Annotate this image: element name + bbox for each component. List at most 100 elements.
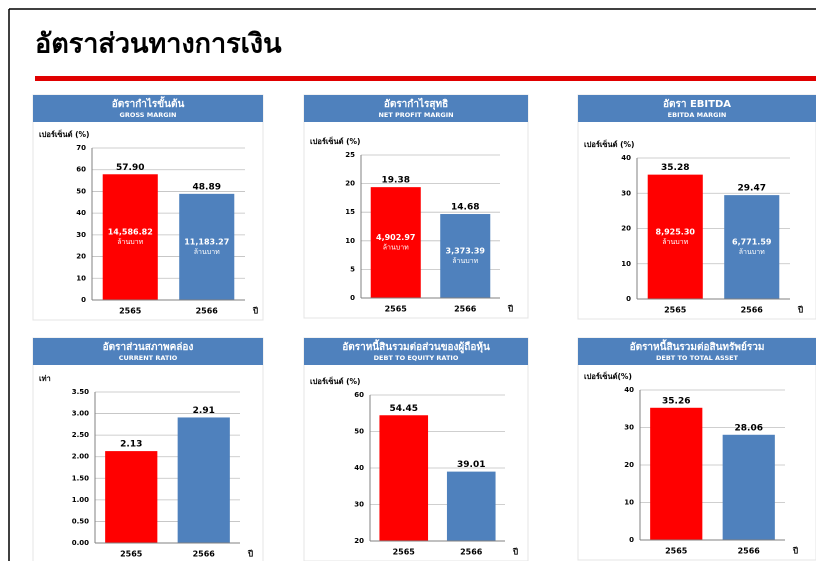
y-tick-label: 30 [76,231,86,239]
y-tick-label: 10 [624,499,634,507]
x-tick-label: 2565 [119,307,142,316]
panel-header [304,95,528,122]
y-axis-label: เปอร์เซ็นต์ (%) [310,136,361,146]
y-tick-label: 70 [76,144,86,152]
y-tick-label: 10 [345,237,355,245]
x-axis-label: ปี [247,549,253,559]
y-tick-label: 2.50 [72,431,89,439]
y-axis-label: เปอร์เซ็นต์ (%) [584,139,635,149]
y-tick-label: 1.50 [72,474,89,482]
value-label: 39.01 [457,460,485,470]
y-tick-label: 40 [76,209,86,217]
y-tick-label: 3.50 [72,388,89,396]
bar [177,417,230,543]
bar [650,407,703,540]
y-tick-label: 30 [624,424,634,432]
y-tick-label: 0 [629,536,634,544]
bar-amount: 3,373.39 [446,247,486,256]
y-tick-label: 3.00 [72,410,89,418]
value-label: 2.13 [120,440,142,450]
value-label: 14.68 [451,203,479,213]
chart-title: อัตรากำไรขั้นต้น [112,96,185,110]
y-tick-label: 40 [354,464,364,472]
page-title: อัตราส่วนทางการเงิน [35,29,282,60]
y-tick-label: 20 [624,461,634,469]
value-label: 57.90 [116,163,144,173]
value-label: 28.06 [735,423,763,433]
panel-header [33,338,263,365]
bar-amount: 14,586.82 [108,228,153,237]
chart-subtitle: DEBT TO EQUITY RATIO [374,354,459,362]
chart-title: อัตราหนี้สินรวมต่อสินทรัพย์รวม [630,339,765,353]
bar-amount: 8,925.30 [656,227,696,236]
value-label: 35.26 [662,396,690,406]
y-tick-label: 40 [624,386,634,394]
bar [102,174,158,300]
x-tick-label: 2566 [741,306,764,315]
y-tick-label: 10 [76,274,86,282]
panel-header [578,95,816,122]
bar-amount: 4,902.97 [376,233,415,242]
y-tick-label: 60 [76,166,86,174]
y-axis-label: เปอร์เซ็นต์(%) [584,371,632,381]
y-tick-label: 30 [354,501,364,509]
x-tick-label: 2566 [196,307,219,316]
x-tick-label: 2565 [385,305,408,314]
x-axis-label: ปี [252,306,258,316]
value-label: 35.28 [661,163,689,173]
bar [105,451,158,543]
bar [724,195,780,299]
x-tick-label: 2565 [393,548,416,557]
panel-header [578,338,816,365]
y-tick-label: 0 [626,295,631,303]
x-axis-label: ปี [512,547,518,557]
y-tick-label: 20 [354,537,364,545]
panel-header [33,95,263,122]
chart-subtitle: CURRENT RATIO [119,354,178,362]
bar [370,187,421,298]
bar-amount: 11,183.27 [184,237,229,246]
chart-title: อัตราส่วนสภาพคล่อง [103,341,194,353]
x-axis-label: ปี [507,304,513,314]
x-tick-label: 2565 [664,306,687,315]
chart-subtitle: DEBT TO TOTAL ASSET [656,354,739,362]
bar-amount-unit: ล้านบาท [194,248,220,256]
y-tick-label: 15 [345,208,355,216]
y-tick-label: 0 [81,296,86,304]
chart-title: อัตรา EBITDA [663,98,731,110]
x-tick-label: 2566 [460,548,483,557]
y-tick-label: 30 [621,189,631,197]
bar-amount-unit: ล้านบาท [117,238,143,246]
x-axis-label: ปี [792,546,798,556]
y-axis-label: เปอร์เซ็นต์ (%) [310,376,361,386]
value-label: 29.47 [738,184,766,194]
value-label: 54.45 [390,404,418,414]
y-tick-label: 0.00 [72,539,89,547]
bar [647,174,703,299]
chart-subtitle: GROSS MARGIN [120,111,177,119]
x-tick-label: 2566 [738,547,761,556]
chart-subtitle: NET PROFIT MARGIN [378,111,453,119]
y-axis-label: เท่า [39,374,51,383]
title-rule [35,76,816,81]
y-tick-label: 40 [621,154,631,162]
x-tick-label: 2565 [665,547,688,556]
bar-amount: 6,771.59 [732,238,772,247]
value-label: 48.89 [193,182,221,192]
x-tick-label: 2566 [193,550,216,559]
y-tick-label: 60 [354,391,364,399]
y-tick-label: 20 [345,180,355,188]
bar-amount-unit: ล้านบาท [383,244,409,252]
y-tick-label: 10 [621,260,631,268]
y-tick-label: 1.00 [72,496,89,504]
bar-amount-unit: ล้านบาท [452,257,478,265]
bar [440,214,491,298]
y-tick-label: 50 [76,187,86,195]
y-tick-label: 20 [621,225,631,233]
y-tick-label: 0 [350,294,355,302]
chart-subtitle: EBITDA MARGIN [668,111,727,119]
x-tick-label: 2565 [120,550,143,559]
bar [379,415,429,541]
bar [722,434,775,540]
